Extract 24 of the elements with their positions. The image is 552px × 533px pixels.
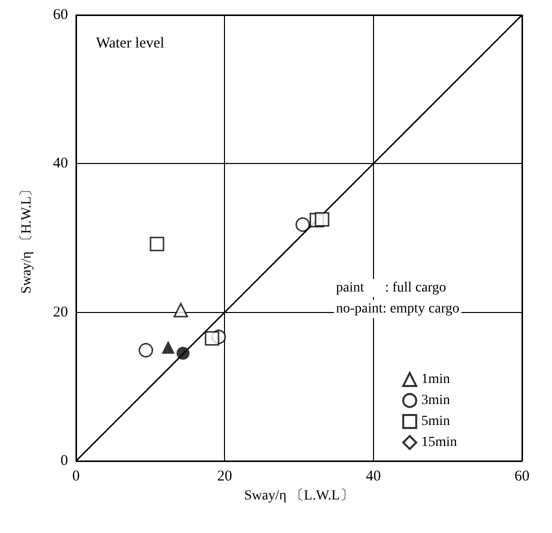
annotation: Water level	[96, 36, 164, 52]
x-axis-title: Sway/η 〔L.W.L〕	[244, 487, 354, 504]
x-tick-label: 60	[514, 468, 530, 484]
legend-label: 1min	[421, 372, 450, 387]
point	[138, 342, 154, 358]
legend-label: 5min	[421, 414, 450, 429]
y-tick-label: 0	[60, 453, 68, 469]
point	[176, 346, 190, 360]
x-tick-label: 20	[217, 468, 232, 484]
annotation: no-paint: empty cargo	[336, 302, 460, 316]
point	[150, 236, 164, 252]
annotation: paint : full cargo	[336, 280, 446, 296]
x-tick-label: 0	[72, 468, 80, 484]
point	[314, 212, 330, 227]
x-tick-label: 40	[366, 468, 381, 484]
point	[174, 302, 188, 318]
legend-label: 3min	[421, 393, 450, 408]
y-tick-label: 60	[53, 7, 68, 23]
y-tick-label: 40	[53, 156, 68, 172]
point	[204, 331, 220, 346]
point	[162, 340, 175, 354]
y-axis-title: Sway/η 〔H.W.L〕	[18, 182, 34, 294]
y-tick-label: 20	[53, 304, 68, 320]
legend-label: 15min	[421, 435, 457, 450]
